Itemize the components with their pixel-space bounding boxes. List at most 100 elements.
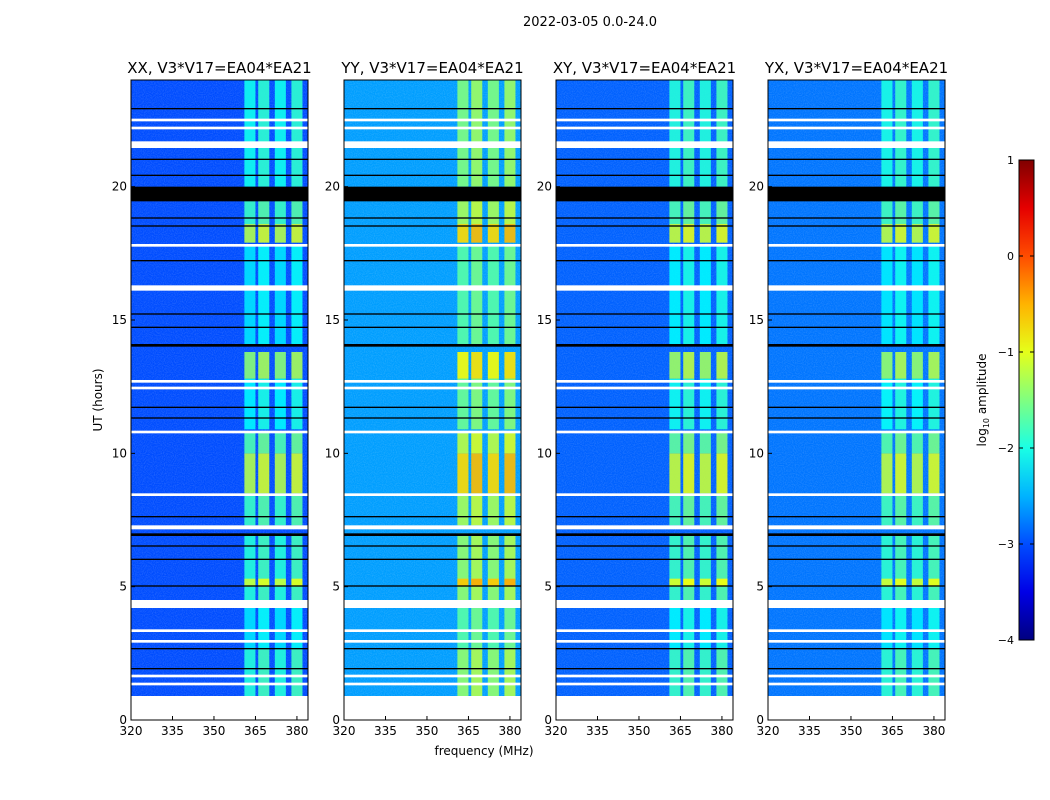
rfi-cell <box>504 578 516 587</box>
rfi-cell <box>244 352 256 379</box>
x-axis-label: frequency (MHz) <box>434 744 533 758</box>
rfi-cell <box>911 432 923 454</box>
flagged-row-white <box>768 674 945 678</box>
rfi-cell <box>258 245 270 344</box>
y-tick-label: 15 <box>537 313 552 327</box>
flagged-row-black <box>556 217 733 219</box>
y-tick-label: 5 <box>119 580 127 594</box>
colorbar-tick-label: 1 <box>1007 154 1014 167</box>
rfi-cell <box>457 200 469 224</box>
rfi-cell <box>895 378 907 430</box>
rfi-cell <box>669 200 681 224</box>
rfi-cell <box>457 533 469 600</box>
rfi-cell <box>683 245 695 344</box>
flagged-row-white <box>344 126 521 130</box>
rfi-cell <box>457 578 469 587</box>
rfi-cell <box>258 453 270 494</box>
y-tick-label: 20 <box>325 180 340 194</box>
rfi-cell <box>716 224 728 243</box>
y-tick-label: 15 <box>112 313 127 327</box>
colorbar-label-sub: 10 <box>982 418 991 428</box>
rfi-cell <box>291 648 303 696</box>
rfi-cell <box>291 245 303 344</box>
rfi-cell <box>699 578 711 587</box>
rfi-cell <box>881 432 893 454</box>
rfi-cell <box>457 432 469 454</box>
y-tick-label: 10 <box>537 446 552 460</box>
rfi-cell <box>274 80 286 187</box>
flagged-row-black <box>131 186 308 202</box>
rfi-cell <box>487 224 499 243</box>
y-tick-label: 15 <box>325 313 340 327</box>
flagged-row-white <box>344 244 521 247</box>
y-tick-label: 5 <box>332 580 340 594</box>
rfi-cell <box>471 245 483 344</box>
flagged-row-black <box>556 174 733 176</box>
colorbar-tick-label: −3 <box>998 538 1014 551</box>
rfi-cell <box>244 432 256 454</box>
rfi-cell <box>683 608 695 648</box>
x-tick-label: 380 <box>710 724 733 738</box>
flagged-row-white <box>131 430 308 434</box>
flagged-row-black <box>556 533 733 536</box>
rfi-cell <box>699 533 711 600</box>
flagged-row-white <box>344 285 521 291</box>
flagged-row-black <box>344 648 521 650</box>
rfi-cell <box>258 648 270 696</box>
flagged-row-white <box>556 118 733 122</box>
flagged-row-black <box>556 108 733 110</box>
flagged-row-black <box>556 225 733 227</box>
rfi-cell <box>274 245 286 344</box>
rfi-cell <box>928 80 940 187</box>
rfi-cell <box>457 493 469 526</box>
rfi-cell <box>928 493 940 526</box>
rfi-cell <box>487 533 499 600</box>
rfi-cell <box>258 578 270 587</box>
flagged-row-white <box>556 380 733 383</box>
flagged-row-black <box>768 545 945 547</box>
x-tick-label: 350 <box>416 724 439 738</box>
rfi-cell <box>471 224 483 243</box>
rfi-cell <box>504 533 516 600</box>
flagged-row-white <box>556 600 733 608</box>
y-tick-label: 0 <box>332 713 340 727</box>
rfi-cell <box>699 378 711 430</box>
flagged-row-white <box>131 380 308 383</box>
flagged-row-black <box>131 533 308 536</box>
flagged-row-black <box>131 158 308 160</box>
rfi-cell <box>699 608 711 648</box>
colorbar-bar <box>1018 159 1035 641</box>
rfi-cell <box>291 578 303 587</box>
flagged-row-black <box>556 545 733 547</box>
flagged-row-black <box>131 313 308 315</box>
rfi-cell <box>683 224 695 243</box>
rfi-cell <box>895 533 907 600</box>
x-tick-label: 320 <box>545 724 568 738</box>
x-tick-label: 320 <box>120 724 143 738</box>
rfi-cell <box>683 200 695 224</box>
rfi-cell <box>669 608 681 648</box>
flagged-row-black <box>344 186 521 202</box>
rfi-cell <box>895 200 907 224</box>
flagged-row-black <box>556 668 733 670</box>
rfi-cell <box>881 493 893 526</box>
rfi-cell <box>669 352 681 379</box>
x-tick-label: 350 <box>203 724 226 738</box>
rfi-cell <box>291 493 303 526</box>
rfi-cell <box>487 245 499 344</box>
rfi-cell <box>487 200 499 224</box>
flagged-row-black <box>344 533 521 536</box>
rfi-cell <box>911 224 923 243</box>
panel-title: XY, V3*V17=EA04*EA21 <box>553 59 736 77</box>
flagged-row-white <box>768 600 945 608</box>
flagged-row-black <box>768 174 945 176</box>
x-tick-label: 365 <box>244 724 267 738</box>
rfi-cell <box>291 224 303 243</box>
flagged-row-white <box>556 244 733 247</box>
rfi-cell <box>669 453 681 494</box>
rfi-cell <box>244 608 256 648</box>
flagged-row-black <box>768 344 945 347</box>
rfi-cell <box>504 224 516 243</box>
flagged-row-black <box>131 406 308 408</box>
rfi-cell <box>881 378 893 430</box>
